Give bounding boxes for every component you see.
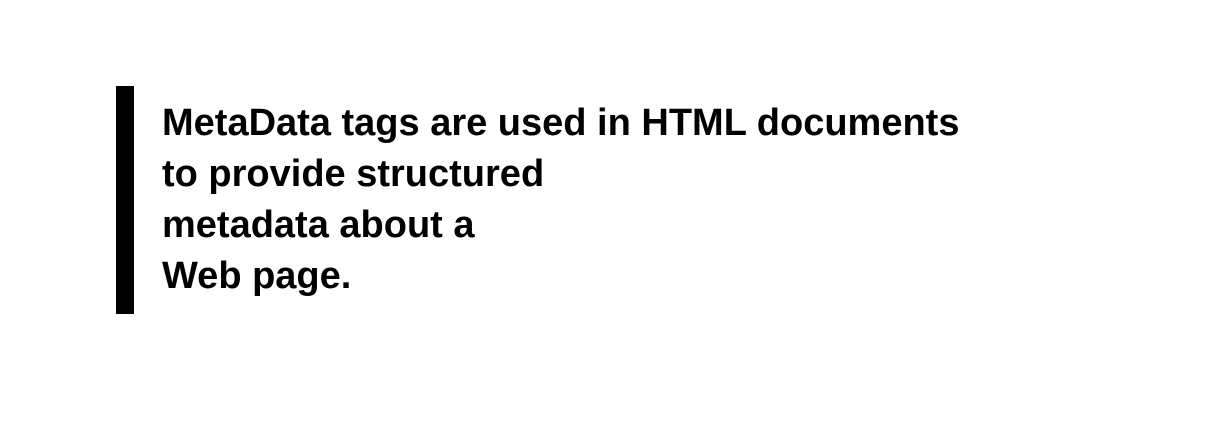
quote-text: MetaData tags are used in HTML documents… <box>162 86 959 314</box>
quote-line-1: MetaData tags are used in HTML documents <box>162 102 960 144</box>
quote-line-3: metadata about a <box>162 204 475 246</box>
blockquote: MetaData tags are used in HTML documents… <box>116 86 959 314</box>
quote-line-4: Web page. <box>162 255 352 297</box>
quote-line-2: to provide structured <box>162 153 545 195</box>
quote-bar <box>116 86 134 314</box>
